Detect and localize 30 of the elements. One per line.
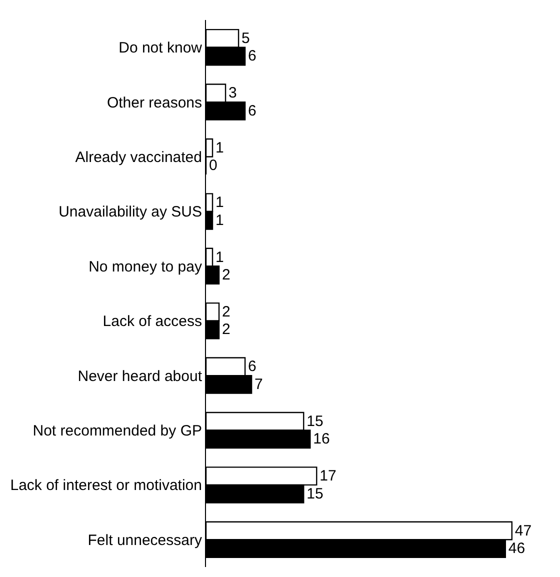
y-tick-label: Felt unnecessary (88, 532, 202, 549)
data-label: 7 (254, 376, 263, 393)
data-label: 1 (216, 248, 224, 266)
data-label: 6 (248, 358, 256, 376)
y-tick-label: No money to pay (88, 258, 202, 276)
data-label: 0 (209, 157, 218, 174)
y-tick-label: Other reasons (106, 94, 202, 112)
y-tick-label: Lack of interest or motivation (10, 477, 202, 494)
data-label: 2 (222, 266, 230, 284)
data-label: 1 (216, 194, 224, 212)
y-tick-label: Do not know (118, 40, 202, 57)
data-label: 17 (320, 468, 336, 485)
data-label: 5 (242, 30, 250, 47)
data-label: 46 (508, 540, 526, 558)
y-tick-label: Lack of access (102, 313, 202, 330)
y-tick-label: Never heard about (78, 368, 203, 385)
y-tick-label: Not recommended by GP (32, 422, 202, 440)
data-label: 16 (313, 430, 330, 448)
data-label: 2 (222, 303, 230, 320)
data-label: 3 (228, 84, 237, 102)
data-label: 1 (216, 139, 224, 156)
data-label: 6 (248, 48, 256, 65)
y-tick-label: Already vaccinated (75, 149, 202, 166)
data-label: 2 (222, 321, 230, 338)
data-label: 1 (216, 212, 224, 229)
data-label: 15 (306, 412, 324, 430)
data-label: 15 (306, 485, 324, 502)
data-label: 6 (248, 102, 256, 120)
data-label: 47 (514, 522, 532, 540)
y-tick-label: Unavailability ay SUS (58, 204, 202, 221)
